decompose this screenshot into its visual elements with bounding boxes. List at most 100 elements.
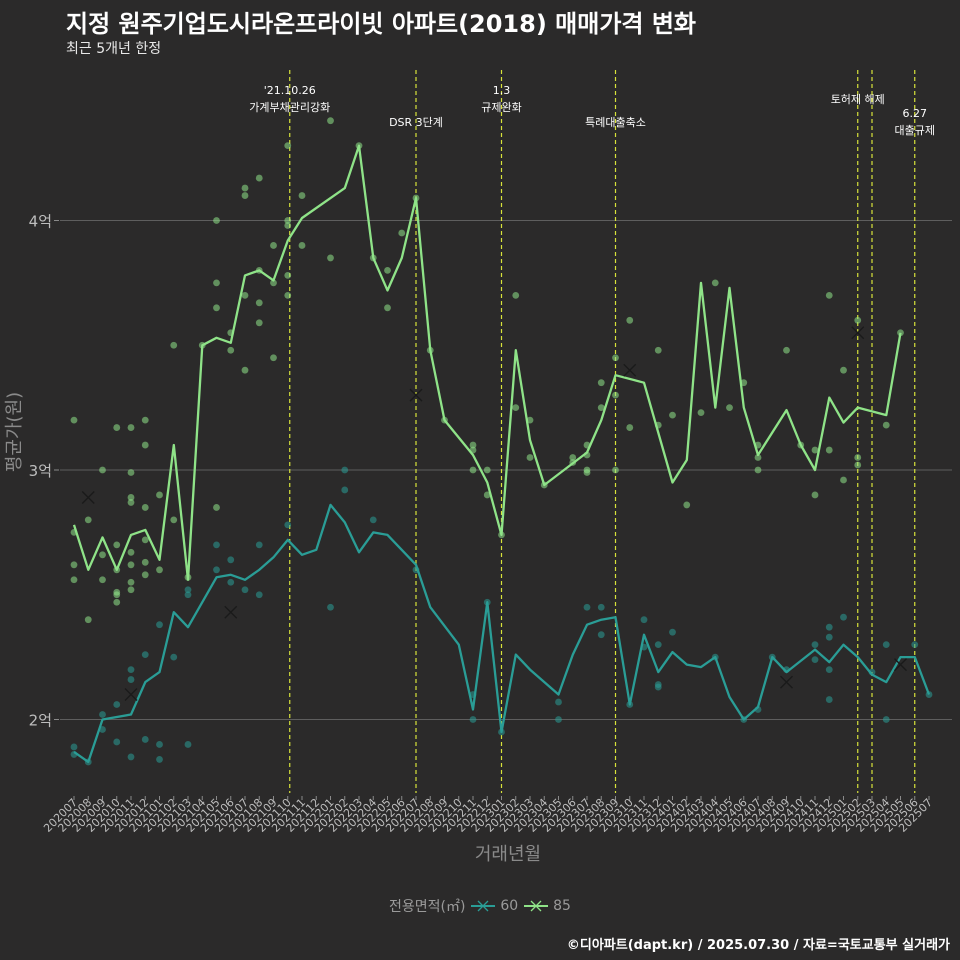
transaction-point-85 (255, 299, 263, 307)
transaction-point-85 (612, 466, 619, 474)
transaction-point-85 (811, 491, 819, 499)
transaction-point-60 (184, 741, 192, 748)
transaction-point-60 (141, 651, 149, 659)
transaction-point-85 (213, 217, 220, 224)
transaction-point-60 (555, 716, 562, 723)
legend-title: 전용면적(㎡) (389, 899, 466, 915)
transaction-point-60 (156, 756, 163, 763)
transaction-point-60 (127, 676, 135, 683)
policy-label: '21.10.26 (264, 84, 316, 97)
transaction-point-85 (526, 454, 534, 461)
transaction-point-85 (270, 354, 277, 362)
cancelled-marker-85 (623, 363, 637, 377)
transaction-point-85 (583, 469, 591, 476)
transaction-point-85 (683, 501, 691, 509)
transaction-point-60 (469, 716, 477, 723)
cancelled-marker-85 (851, 326, 865, 340)
transaction-point-60 (213, 566, 220, 574)
transaction-point-85 (70, 561, 78, 569)
series-line-60 (73, 503, 931, 764)
transaction-point-60 (811, 656, 819, 664)
policy-label: 1.3 (493, 84, 511, 97)
transaction-point-85 (569, 454, 577, 461)
transaction-point-60 (255, 541, 263, 549)
legend-label-85: 85 (553, 898, 571, 914)
policy-label: DSR 3단계 (389, 116, 443, 129)
transaction-point-85 (711, 279, 719, 287)
transaction-point-85 (213, 304, 220, 312)
policy-label: 6.27 (903, 107, 928, 120)
transaction-point-60 (141, 736, 149, 743)
transaction-point-85 (255, 319, 263, 327)
transaction-point-85 (483, 491, 491, 499)
chart-subtitle: 최근 5개년 한정 (66, 41, 162, 57)
transaction-point-85 (270, 242, 277, 249)
transaction-point-60 (127, 666, 135, 673)
transaction-point-85 (854, 461, 862, 469)
cancelled-marker-60 (124, 688, 138, 702)
transaction-point-85 (284, 271, 292, 279)
transaction-point-85 (156, 491, 163, 499)
transaction-point-85 (783, 346, 790, 354)
transaction-point-85 (127, 548, 135, 556)
transaction-point-60 (583, 603, 591, 611)
transaction-point-60 (284, 521, 292, 529)
transaction-point-85 (298, 192, 306, 199)
transaction-point-85 (626, 424, 634, 431)
transaction-point-85 (284, 142, 292, 150)
series-line-85 (72, 144, 902, 581)
transaction-point-85 (213, 279, 220, 287)
transaction-point-60 (184, 591, 192, 599)
policy-label: 토허제 해제 (831, 92, 885, 106)
transaction-point-85 (469, 441, 477, 449)
transaction-point-85 (298, 242, 306, 249)
transaction-point-85 (825, 291, 833, 299)
cancelled-marker-85 (409, 388, 423, 402)
transaction-point-85 (897, 329, 904, 337)
transaction-point-60 (640, 616, 648, 624)
source-caption: ©디아파트(dapt.kr) / 2025.07.30 / 자료=국토교통부 실… (566, 938, 950, 953)
legend-label-60: 60 (500, 898, 519, 914)
transaction-point-85 (882, 421, 890, 429)
transaction-point-85 (141, 504, 149, 511)
transaction-point-85 (241, 184, 249, 192)
transaction-point-85 (654, 346, 662, 354)
y-tick-label: 2억 (29, 712, 52, 730)
cancelled-markers (81, 326, 907, 702)
transaction-point-85 (99, 466, 106, 474)
transaction-point-85 (127, 561, 135, 569)
chart-title: 지정 원주기업도시라온프라이빗 아파트(2018) 매매가격 변화 (66, 10, 696, 38)
transaction-point-85 (113, 591, 121, 599)
transaction-point-60 (170, 653, 178, 661)
transaction-point-60 (597, 603, 605, 611)
transaction-point-85 (99, 576, 106, 584)
transaction-point-85 (241, 192, 249, 199)
transaction-point-85 (469, 466, 477, 474)
axes: 2억3억4억2020072020082020092020102020112020… (29, 213, 935, 835)
transaction-point-85 (384, 267, 391, 274)
transaction-point-85 (612, 391, 619, 399)
transaction-point-85 (612, 354, 619, 362)
transaction-point-60 (597, 631, 605, 639)
transaction-point-85 (825, 446, 833, 454)
transaction-point-85 (626, 316, 634, 324)
transaction-point-85 (113, 424, 121, 431)
transaction-point-85 (284, 217, 292, 224)
transaction-point-85 (170, 516, 178, 524)
transaction-point-85 (141, 558, 149, 566)
transaction-point-60 (369, 516, 377, 524)
transaction-point-60 (811, 641, 819, 649)
transaction-point-85 (754, 466, 762, 474)
transaction-point-60 (341, 466, 349, 474)
transaction-point-85 (284, 291, 292, 299)
legend-85-icon (523, 900, 548, 912)
transaction-point-60 (654, 641, 662, 649)
transaction-point-85 (113, 598, 121, 606)
transaction-point-60 (654, 681, 662, 688)
transaction-point-60 (825, 623, 833, 631)
transaction-point-60 (156, 741, 163, 748)
transaction-point-60 (555, 698, 562, 706)
transaction-point-85 (213, 504, 220, 511)
cancelled-marker-85 (81, 490, 95, 504)
